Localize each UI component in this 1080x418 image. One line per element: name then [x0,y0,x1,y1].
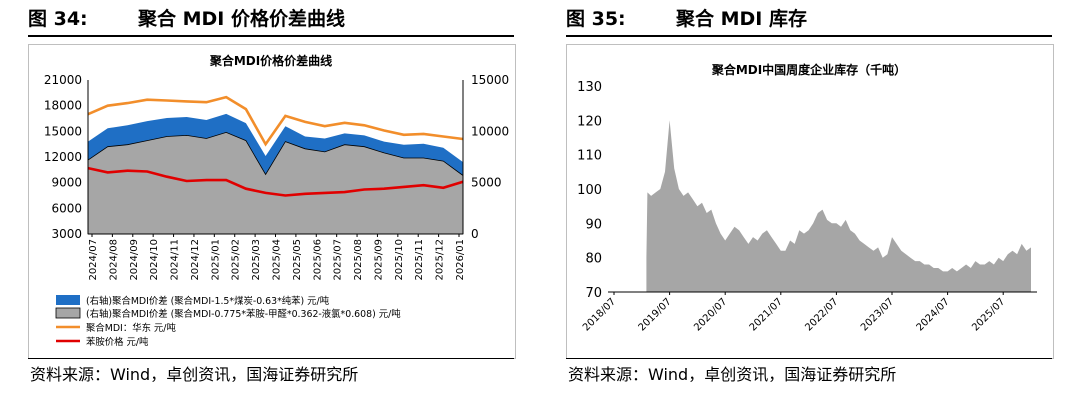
x-tick-label: 2025/01 [210,239,221,281]
legend-swatch-1 [56,295,80,305]
x-tick-label: 2025/03 [251,239,262,281]
x-tick-label: 2025/02 [231,239,242,281]
x-tick-label: 2025/10 [394,239,405,281]
inventory-x-tick-label: 2018/07 [581,296,618,333]
inventory-y-tick: 80 [585,252,602,267]
x-tick-label: 2024/12 [190,239,201,281]
left-y-tick: 9000 [51,176,82,190]
right-source-note: 资料来源：Wind，卓创资讯，国海证券研究所 [568,365,897,384]
x-tick-label: 2025/07 [333,239,344,281]
inventory-y-tick: 70 [585,286,602,301]
x-tick-label: 2025/08 [353,239,364,281]
x-tick-label: 2025/12 [435,239,446,281]
left-y-tick: 21000 [44,73,82,87]
inventory-y-tick: 100 [577,183,602,198]
right-figure-caption: 聚合 MDI 库存 [676,8,807,30]
legend-label-4: 苯胺价格 元/吨 [86,336,148,348]
inventory-y-tick: 90 [585,217,602,232]
left-figure-caption: 聚合 MDI 价格价差曲线 [138,8,345,30]
left-chart: 聚合MDI价格价差曲线 3000 6000 9000 12000 15000 18000 21… [44,53,509,348]
right-title-rule [566,35,1052,37]
right-bottom-rule [566,358,1052,359]
right-y-tick: 5000 [471,176,502,190]
x-tick-label: 2025/06 [312,239,323,281]
right-y-tick: 10000 [471,124,509,138]
legend-label-2: (右轴)聚合MDI价差 (聚合MDI-0.775*苯胺-甲醛*0.362-液氯*… [86,308,401,320]
inventory-x-tick-label: 2025/07 [970,296,1007,333]
x-tick-label: 2025/05 [292,239,303,281]
x-tick-label: 2024/07 [88,239,99,281]
inventory-x-tick-label: 2022/07 [803,296,840,333]
aniline-price-line [87,166,464,197]
inventory-y-tick: 110 [577,149,602,164]
left-y-tick: 15000 [44,124,82,138]
spread-area-2 [87,131,464,235]
mdi-price-line [87,95,464,147]
legend-label-1: (右轴)聚合MDI价差 (聚合MDI-1.5*煤炭-0.63*纯苯) 元/吨 [86,295,329,307]
x-tick-label: 2024/11 [170,239,181,281]
right-figure-title: 图 35: 聚合 MDI 库存 [566,4,807,34]
x-tick-label: 2025/11 [414,239,425,281]
legend-label-3: 聚合MDI：华东 元/吨 [86,322,176,334]
x-tick-label: 2025/04 [272,239,283,281]
inventory-x-tick-label: 2024/07 [915,296,952,333]
inventory-x-tick-label: 2019/07 [637,296,674,333]
inventory-area [646,120,1031,292]
left-y-tick: 18000 [44,99,82,113]
x-tick-label: 2025/09 [373,239,384,281]
right-y-tick: 0 [471,227,479,241]
inventory-x-tick-label: 2021/07 [748,296,785,333]
x-tick-label: 2024/10 [149,239,160,281]
right-chart-title: 聚合MDI中国周度企业库存（千吨） [711,62,906,77]
inventory-x-tick-label: 2023/07 [859,296,896,333]
inventory-y-tick: 130 [577,80,602,95]
x-tick-label: 2024/08 [108,239,119,281]
left-source-note: 资料来源：Wind，卓创资讯，国海证券研究所 [30,365,359,384]
left-figure-title: 图 34: 聚合 MDI 价格价差曲线 [28,4,345,34]
left-y-tick: 3000 [51,227,82,241]
left-figure-number: 图 34: [28,8,88,30]
left-y-tick: 6000 [51,201,82,215]
left-title-rule [28,35,514,37]
x-tick-label: 2024/09 [129,239,140,281]
right-y-tick: 15000 [471,73,509,87]
legend-swatch-2 [55,307,81,319]
left-bottom-rule [28,358,514,359]
x-tick-label: 2026/01 [455,239,466,281]
right-chart: 聚合MDI中国周度企业库存（千吨） 70 80 90 100 110 120 130 2018/… [577,62,1037,333]
left-chart-title: 聚合MDI价格价差曲线 [209,53,332,68]
inventory-y-tick: 120 [577,114,602,129]
right-figure-number: 图 35: [566,8,626,30]
inventory-x-tick-label: 2020/07 [692,296,729,333]
left-y-tick: 12000 [44,150,82,164]
